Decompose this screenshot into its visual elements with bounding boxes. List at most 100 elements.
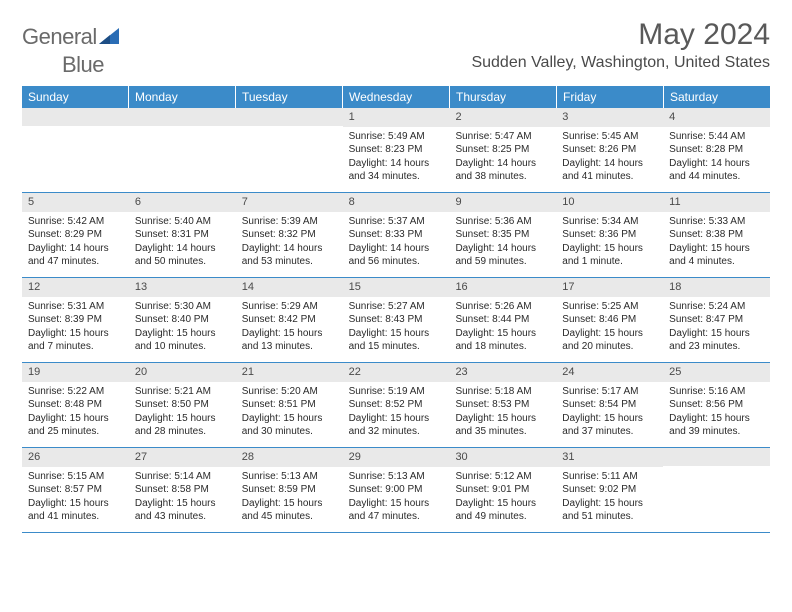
day-number: 23	[449, 363, 556, 382]
sunset-text: Sunset: 8:59 PM	[242, 483, 337, 497]
sunrise-text: Sunrise: 5:34 AM	[562, 215, 657, 229]
day-number: 14	[236, 278, 343, 297]
day-body: Sunrise: 5:37 AMSunset: 8:33 PMDaylight:…	[343, 212, 450, 273]
sunset-text: Sunset: 9:00 PM	[349, 483, 444, 497]
day-header-friday: Friday	[557, 86, 664, 108]
sunset-text: Sunset: 8:26 PM	[562, 143, 657, 157]
week-row: 12Sunrise: 5:31 AMSunset: 8:39 PMDayligh…	[22, 278, 770, 363]
day-body: Sunrise: 5:15 AMSunset: 8:57 PMDaylight:…	[22, 467, 129, 528]
sunset-text: Sunset: 8:53 PM	[455, 398, 550, 412]
day-cell: 11Sunrise: 5:33 AMSunset: 8:38 PMDayligh…	[663, 193, 770, 277]
brand-text-part1: General	[22, 24, 97, 50]
day-body: Sunrise: 5:21 AMSunset: 8:50 PMDaylight:…	[129, 382, 236, 443]
daylight-text: Daylight: 15 hours and 32 minutes.	[349, 412, 444, 439]
day-cell: 13Sunrise: 5:30 AMSunset: 8:40 PMDayligh…	[129, 278, 236, 362]
day-cell	[129, 108, 236, 192]
day-header-tuesday: Tuesday	[236, 86, 343, 108]
daylight-text: Daylight: 15 hours and 23 minutes.	[669, 327, 764, 354]
sunrise-text: Sunrise: 5:16 AM	[669, 385, 764, 399]
day-number: 7	[236, 193, 343, 212]
brand-text-part2: Blue	[62, 52, 104, 77]
day-body: Sunrise: 5:20 AMSunset: 8:51 PMDaylight:…	[236, 382, 343, 443]
day-number: 1	[343, 108, 450, 127]
daylight-text: Daylight: 15 hours and 30 minutes.	[242, 412, 337, 439]
sunset-text: Sunset: 8:54 PM	[562, 398, 657, 412]
day-number: 29	[343, 448, 450, 467]
day-body: Sunrise: 5:40 AMSunset: 8:31 PMDaylight:…	[129, 212, 236, 273]
day-cell: 20Sunrise: 5:21 AMSunset: 8:50 PMDayligh…	[129, 363, 236, 447]
day-cell: 5Sunrise: 5:42 AMSunset: 8:29 PMDaylight…	[22, 193, 129, 277]
day-cell: 18Sunrise: 5:24 AMSunset: 8:47 PMDayligh…	[663, 278, 770, 362]
sunrise-text: Sunrise: 5:33 AM	[669, 215, 764, 229]
daylight-text: Daylight: 14 hours and 47 minutes.	[28, 242, 123, 269]
sunrise-text: Sunrise: 5:13 AM	[349, 470, 444, 484]
day-cell: 22Sunrise: 5:19 AMSunset: 8:52 PMDayligh…	[343, 363, 450, 447]
calendar-page: General May 2024 Sudden Valley, Washingt…	[0, 0, 792, 533]
day-number: 9	[449, 193, 556, 212]
day-cell: 6Sunrise: 5:40 AMSunset: 8:31 PMDaylight…	[129, 193, 236, 277]
day-body: Sunrise: 5:39 AMSunset: 8:32 PMDaylight:…	[236, 212, 343, 273]
day-cell	[663, 448, 770, 532]
day-cell: 29Sunrise: 5:13 AMSunset: 9:00 PMDayligh…	[343, 448, 450, 532]
sunset-text: Sunset: 8:36 PM	[562, 228, 657, 242]
day-number: 16	[449, 278, 556, 297]
daylight-text: Daylight: 14 hours and 56 minutes.	[349, 242, 444, 269]
daylight-text: Daylight: 14 hours and 50 minutes.	[135, 242, 230, 269]
day-cell: 23Sunrise: 5:18 AMSunset: 8:53 PMDayligh…	[449, 363, 556, 447]
day-number: 13	[129, 278, 236, 297]
daylight-text: Daylight: 15 hours and 43 minutes.	[135, 497, 230, 524]
sunrise-text: Sunrise: 5:18 AM	[455, 385, 550, 399]
day-number: 26	[22, 448, 129, 467]
sunset-text: Sunset: 8:31 PM	[135, 228, 230, 242]
sunrise-text: Sunrise: 5:37 AM	[349, 215, 444, 229]
day-cell: 25Sunrise: 5:16 AMSunset: 8:56 PMDayligh…	[663, 363, 770, 447]
daylight-text: Daylight: 15 hours and 10 minutes.	[135, 327, 230, 354]
sunrise-text: Sunrise: 5:45 AM	[562, 130, 657, 144]
sunrise-text: Sunrise: 5:49 AM	[349, 130, 444, 144]
day-cell: 12Sunrise: 5:31 AMSunset: 8:39 PMDayligh…	[22, 278, 129, 362]
weeks-container: 1 Sunrise: 5:49 AMSunset: 8:23 PM Daylight…	[22, 108, 770, 533]
daylight-text: Daylight: 15 hours and 25 minutes.	[28, 412, 123, 439]
day-cell: 28Sunrise: 5:13 AMSunset: 8:59 PMDayligh…	[236, 448, 343, 532]
empty-day-bar	[663, 448, 770, 466]
day-number: 25	[663, 363, 770, 382]
sunset-text: Sunset: 8:47 PM	[669, 313, 764, 327]
day-cell: 10Sunrise: 5:34 AMSunset: 8:36 PMDayligh…	[556, 193, 663, 277]
day-body: Sunrise: 5:19 AMSunset: 8:52 PMDaylight:…	[343, 382, 450, 443]
sunset-text: Sunset: 8:40 PM	[135, 313, 230, 327]
sunset-text: Sunset: 8:42 PM	[242, 313, 337, 327]
day-body: Sunrise: 5:18 AMSunset: 8:53 PMDaylight:…	[449, 382, 556, 443]
day-cell	[22, 108, 129, 192]
day-number: 12	[22, 278, 129, 297]
day-number: 28	[236, 448, 343, 467]
daylight-text: Daylight: 15 hours and 47 minutes.	[349, 497, 444, 524]
sunset-text: Sunset: 8:39 PM	[28, 313, 123, 327]
day-cell: 31Sunrise: 5:11 AMSunset: 9:02 PMDayligh…	[556, 448, 663, 532]
day-number: 8	[343, 193, 450, 212]
daylight-text: Daylight: 15 hours and 35 minutes.	[455, 412, 550, 439]
sunset-text: Sunset: 8:58 PM	[135, 483, 230, 497]
header-right: May 2024 Sudden Valley, Washington, Unit…	[471, 18, 770, 72]
sunrise-text: Sunrise: 5:39 AM	[242, 215, 337, 229]
sunset-text: Sunset: 8:28 PM	[669, 143, 764, 157]
day-number: 30	[449, 448, 556, 467]
sunset-text: Sunset: 9:02 PM	[562, 483, 657, 497]
day-body: Sunrise: 5:11 AMSunset: 9:02 PMDaylight:…	[556, 467, 663, 528]
sunrise-text: Sunrise: 5:15 AM	[28, 470, 123, 484]
daylight-text: Daylight: 14 hours and 41 minutes.	[562, 157, 657, 184]
sunrise-text: Sunrise: 5:12 AM	[455, 470, 550, 484]
day-number: 6	[129, 193, 236, 212]
sunset-text: Sunset: 8:23 PM	[349, 143, 444, 157]
empty-day-bar	[22, 108, 129, 126]
week-row: 19Sunrise: 5:22 AMSunset: 8:48 PMDayligh…	[22, 363, 770, 448]
day-cell: 21Sunrise: 5:20 AMSunset: 8:51 PMDayligh…	[236, 363, 343, 447]
day-body: Sunrise: 5:14 AMSunset: 8:58 PMDaylight:…	[129, 467, 236, 528]
sunset-text: Sunset: 8:25 PM	[455, 143, 550, 157]
day-body: Sunrise: 5:33 AMSunset: 8:38 PMDaylight:…	[663, 212, 770, 273]
day-body: Sunrise: 5:25 AMSunset: 8:46 PMDaylight:…	[556, 297, 663, 358]
day-body: Sunrise: 5:45 AMSunset: 8:26 PMDaylight:…	[556, 127, 663, 188]
day-body: Sunrise: 5:16 AMSunset: 8:56 PMDaylight:…	[663, 382, 770, 443]
daylight-text: Daylight: 15 hours and 37 minutes.	[562, 412, 657, 439]
day-body: Sunrise: 5:13 AMSunset: 9:00 PMDaylight:…	[343, 467, 450, 528]
sunset-text: Sunset: 8:43 PM	[349, 313, 444, 327]
